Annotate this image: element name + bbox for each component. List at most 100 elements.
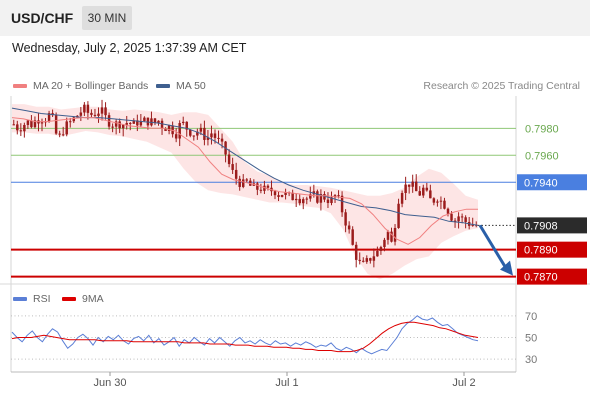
candle-body — [273, 191, 277, 196]
legend-ma50: MA 50 — [156, 80, 206, 92]
candle-body — [129, 123, 132, 125]
candle-body — [471, 224, 474, 226]
legend-ma20: MA 20 + Bollinger Bands — [13, 80, 148, 92]
candle-body — [79, 112, 83, 116]
candle-body — [393, 227, 397, 242]
candle-body — [19, 130, 23, 132]
candle-body — [354, 244, 358, 260]
candle-body — [238, 178, 241, 187]
candle-body — [227, 154, 231, 165]
candle-body — [174, 134, 178, 139]
candle-body — [284, 192, 287, 195]
candle-body — [33, 120, 37, 128]
candle-body — [139, 121, 143, 126]
candle-body — [189, 129, 192, 136]
ma50-swatch — [156, 84, 170, 89]
candle-body — [330, 197, 333, 204]
resistance-level-label: 0.7940 — [524, 177, 558, 189]
candle-body — [263, 185, 266, 191]
bollinger-band — [12, 104, 478, 280]
target-level-label: 0.7980 — [525, 123, 559, 135]
candle-body — [429, 190, 432, 199]
candle-body — [277, 195, 280, 197]
candle-body — [453, 220, 457, 222]
candle-body — [26, 120, 30, 125]
candle-body — [192, 135, 196, 137]
candle-body — [199, 127, 203, 132]
candle-body — [206, 137, 210, 140]
candle-body — [450, 213, 453, 221]
timeframe-badge[interactable]: 30 MIN — [82, 6, 132, 30]
candle-body — [83, 104, 86, 113]
support-level-label: 0.7890 — [524, 245, 558, 257]
datetime-label: Wednesday, July 2, 2025 1:37:39 AM CET — [12, 41, 247, 55]
candle-body — [280, 194, 284, 197]
candle-body — [337, 195, 340, 197]
current-price-label: 0.7908 — [524, 220, 558, 232]
candle-body — [54, 115, 58, 134]
candle-body — [125, 123, 128, 125]
support-level-label: 0.7870 — [524, 272, 558, 284]
x-tick-label: Jul 1 — [275, 377, 298, 389]
candle-body — [369, 258, 372, 261]
support-level-tag — [517, 241, 587, 258]
candle-body — [40, 122, 44, 124]
candle-body — [460, 216, 464, 218]
candle-body — [185, 121, 188, 130]
ma20-line — [11, 117, 478, 245]
candle-body — [234, 169, 238, 179]
candle-body — [146, 117, 150, 126]
resistance-level-tag — [517, 174, 587, 191]
candle-body — [439, 200, 443, 202]
candle-body — [365, 258, 369, 262]
forecast-arrow-shaft — [478, 224, 507, 268]
candle-body — [386, 231, 390, 240]
candle-body — [217, 137, 220, 139]
candle-body — [305, 198, 309, 200]
candle-body — [58, 133, 61, 135]
candle-body — [132, 120, 136, 124]
candle-body — [443, 200, 446, 209]
candle-body — [259, 189, 263, 191]
candle-body — [414, 181, 418, 192]
candle-body — [118, 121, 121, 129]
candle-body — [220, 138, 224, 142]
candle-body — [93, 114, 97, 116]
candle-body — [153, 118, 157, 123]
rsi-legend-label: RSI — [33, 293, 51, 305]
candle-body — [61, 134, 65, 136]
candle-body — [104, 107, 107, 116]
candle-body — [294, 198, 298, 201]
legend-rsi: RSI — [13, 293, 51, 305]
candle-body — [383, 239, 386, 248]
candle-body — [266, 185, 270, 188]
candle-body — [231, 164, 234, 170]
forecast-arrow-head — [500, 260, 513, 276]
candle-body — [291, 192, 294, 201]
candle-body — [245, 179, 249, 181]
candle-body — [390, 231, 393, 242]
candle-body — [171, 125, 174, 135]
legend-9ma: 9MA — [62, 293, 104, 305]
candle-body — [411, 181, 414, 187]
candle-body — [86, 104, 90, 113]
candle-body — [407, 184, 411, 187]
candle-body — [210, 133, 213, 138]
candle-body — [464, 217, 467, 222]
candle-body — [143, 117, 146, 122]
candle-body — [157, 120, 160, 123]
rsi-tick-label: 50 — [525, 333, 537, 345]
candle-body — [178, 123, 181, 139]
candle-body — [196, 131, 199, 136]
rsi-line — [11, 315, 479, 355]
candle-body — [347, 225, 351, 230]
candle-body — [372, 256, 376, 261]
candle-body — [344, 212, 347, 226]
candle-body — [358, 259, 361, 261]
candle-body — [136, 120, 139, 126]
candle-body — [23, 124, 26, 132]
rsi-tick-label: 30 — [525, 354, 537, 366]
candle-body — [150, 118, 153, 126]
rsi-swatch — [13, 297, 27, 302]
